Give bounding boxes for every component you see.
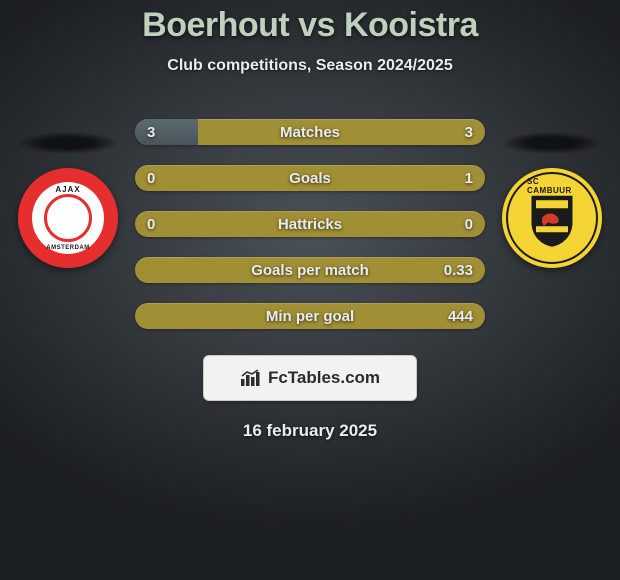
- crest-shadow: [502, 132, 602, 154]
- crest-shadow: [18, 132, 118, 154]
- stat-label: Goals: [289, 170, 331, 187]
- bar-fill-left: [135, 119, 198, 145]
- subtitle: Club competitions, Season 2024/2025: [167, 57, 452, 75]
- stat-label: Matches: [280, 124, 340, 141]
- ajax-crest-icon: AJAX AMSTERDAM: [18, 168, 118, 268]
- page-title: Boerhout vs Kooistra: [142, 6, 478, 45]
- stat-value-right: 444: [448, 308, 473, 325]
- stat-value-left: 0: [147, 170, 155, 187]
- stat-value-right: 0: [465, 216, 473, 233]
- team-crest-left: AJAX AMSTERDAM: [18, 168, 118, 268]
- stat-value-right: 0.33: [444, 262, 473, 279]
- fctables-badge[interactable]: FcTables.com: [203, 355, 417, 401]
- stat-bar: Min per goal 444: [135, 303, 485, 329]
- chart-icon: [240, 369, 262, 387]
- badge-brand: FcTables.com: [268, 368, 380, 388]
- stats-bars: 3 Matches 3 0 Goals 1 0 Hattricks 0 Goals per mat…: [135, 119, 485, 329]
- crest-left-sub: AMSTERDAM: [46, 245, 90, 251]
- stat-bar: 3 Matches 3: [135, 119, 485, 145]
- stat-value-right: 3: [465, 124, 473, 141]
- stat-label: Hattricks: [278, 216, 342, 233]
- stat-value-right: 1: [465, 170, 473, 187]
- stat-value-left: 3: [147, 124, 155, 141]
- team-crest-right: SC CAMBUUR: [502, 168, 602, 268]
- stat-label: Min per goal: [266, 308, 354, 325]
- stat-label: Goals per match: [251, 262, 369, 279]
- date-label: 16 february 2025: [243, 421, 377, 441]
- stat-bar: 0 Hattricks 0: [135, 211, 485, 237]
- stat-value-left: 0: [147, 216, 155, 233]
- crest-left-name: AJAX: [55, 185, 80, 194]
- stat-bar: 0 Goals 1: [135, 165, 485, 191]
- cambuur-crest-icon: SC CAMBUUR: [502, 168, 602, 268]
- stat-bar: Goals per match 0.33: [135, 257, 485, 283]
